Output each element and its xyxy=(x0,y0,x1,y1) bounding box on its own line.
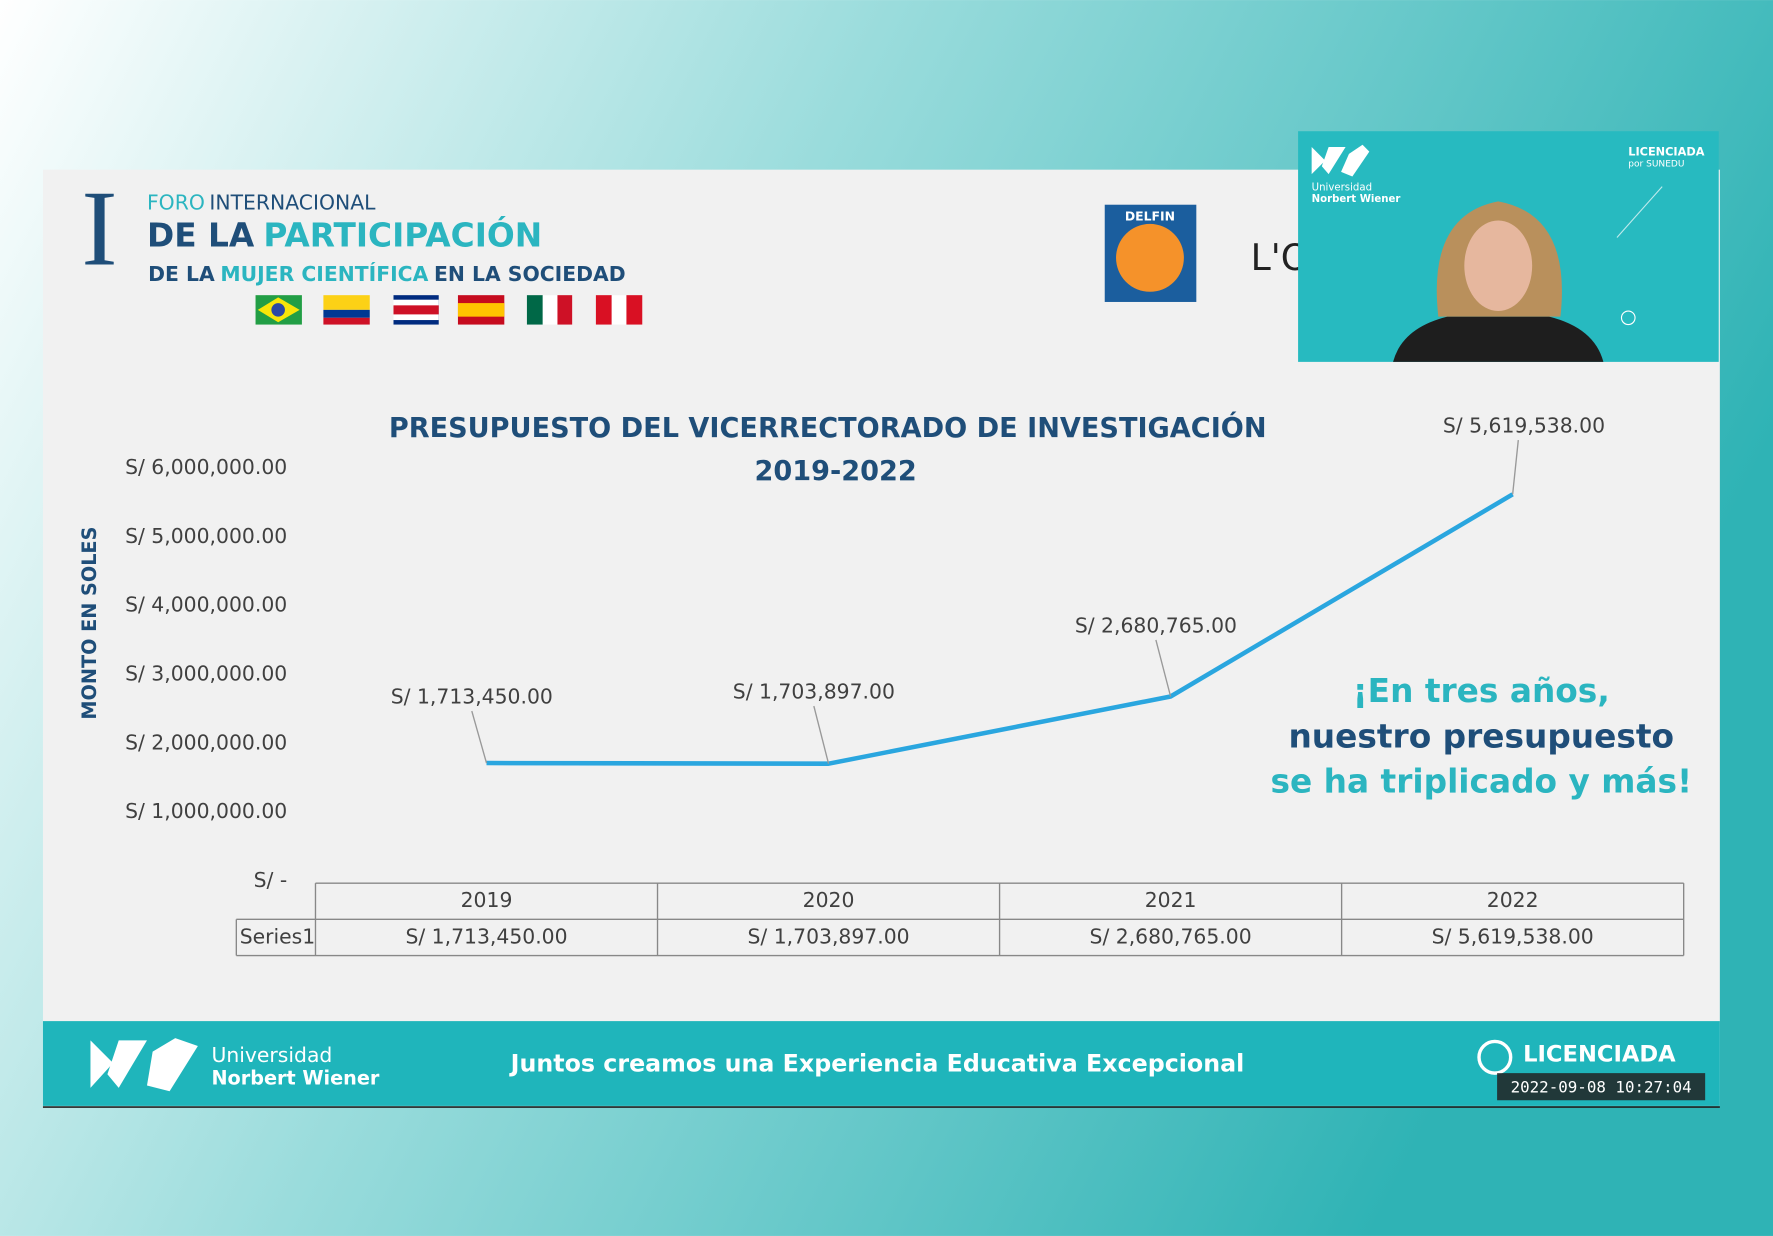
flags xyxy=(255,295,643,325)
header-word: DE LA xyxy=(148,262,215,286)
y-tick-label: S/ 4,000,000.00 xyxy=(125,593,287,617)
label-leader xyxy=(1155,639,1172,697)
x-tick-label: 2020 xyxy=(803,888,855,912)
header-numeral: I xyxy=(81,169,117,289)
header-line: DE LA PARTICIPACIÓN xyxy=(147,216,542,255)
delfin-emblem xyxy=(1116,223,1184,292)
webcam-logo xyxy=(1311,144,1370,177)
y-tick-label: S/ 1,000,000.00 xyxy=(125,799,287,823)
webcam-license: por SUNEDU xyxy=(1628,160,1684,170)
decor xyxy=(1620,310,1636,326)
header-word: MUJER CIENTÍFICA xyxy=(220,261,428,286)
delfin-text: DELFIN xyxy=(1125,209,1175,224)
chart-subtitle: 2019-2022 xyxy=(754,456,916,487)
y-tick-label: S/ 3,000,000.00 xyxy=(125,662,287,686)
person-body xyxy=(1393,316,1604,362)
table-value: S/ 5,619,538.00 xyxy=(1432,924,1594,948)
y-tick-label: S/ 5,000,000.00 xyxy=(125,524,287,548)
license-icon xyxy=(1477,1039,1513,1075)
header-word: EN LA SOCIEDAD xyxy=(434,262,626,286)
table-value: S/ 1,713,450.00 xyxy=(405,924,567,948)
label-leader xyxy=(1511,440,1519,495)
footer-logo xyxy=(90,1038,198,1092)
decor xyxy=(1616,186,1663,238)
footer-university: Norbert Wiener xyxy=(211,1066,379,1089)
footer-license: LICENCIADA xyxy=(1523,1042,1676,1068)
series-line xyxy=(486,492,1514,766)
person-face xyxy=(1464,220,1533,312)
x-tick-label: 2021 xyxy=(1145,888,1197,912)
header-word: DE LA xyxy=(147,217,255,255)
webcam-university: Universidad xyxy=(1312,183,1372,194)
annotation: se ha triplicado y más! xyxy=(1271,763,1693,801)
header-word: FORO xyxy=(147,191,205,215)
x-tick-label: 2022 xyxy=(1487,888,1539,912)
footer-slogan: Juntos creamos una Experiencia Educativa… xyxy=(509,1050,1245,1078)
data-label: S/ 1,703,897.00 xyxy=(733,679,895,703)
data-label: S/ 1,713,450.00 xyxy=(391,684,553,708)
annotation: ¡En tres años, xyxy=(1353,672,1610,710)
y-axis-label: MONTO EN SOLES xyxy=(78,527,101,720)
footer-university: Universidad xyxy=(211,1043,332,1067)
header-line: DE LA MUJER CIENTÍFICA EN LA SOCIEDAD xyxy=(148,261,626,286)
header-word: PARTICIPACIÓN xyxy=(263,216,542,255)
data-label: S/ 2,680,765.00 xyxy=(1075,613,1237,637)
label-leader xyxy=(813,705,830,764)
table-series-name: Series1 xyxy=(240,924,316,948)
data-label: S/ 5,619,538.00 xyxy=(1443,414,1605,438)
webcam-license: LICENCIADA xyxy=(1628,146,1704,159)
table-value: S/ 2,680,765.00 xyxy=(1090,924,1252,948)
y-tick-label: S/ 2,000,000.00 xyxy=(125,730,287,754)
chart-title: PRESUPUESTO DEL VICERRECTORADO DE INVEST… xyxy=(389,412,1267,444)
annotation: nuestro presupuesto xyxy=(1288,717,1674,755)
webcam-university: Norbert Wiener xyxy=(1312,194,1401,205)
header-word: INTERNACIONAL xyxy=(209,191,376,215)
timestamp: 2022-09-08 10:27:04 xyxy=(1511,1077,1692,1096)
x-tick-label: 2019 xyxy=(461,888,513,912)
y-tick-label: S/ - xyxy=(254,868,288,892)
plot: S/ - S/ 1,000,000.00 S/ 2,000,000.00 S/ 3,0… xyxy=(125,414,1693,957)
timestamp-box xyxy=(1497,1073,1706,1101)
header-line: FORO INTERNACIONAL xyxy=(147,191,376,215)
table-value: S/ 1,703,897.00 xyxy=(747,924,909,948)
label-leader xyxy=(471,710,488,764)
y-tick-label: S/ 6,000,000.00 xyxy=(125,455,287,479)
footer-band xyxy=(42,1021,1720,1106)
